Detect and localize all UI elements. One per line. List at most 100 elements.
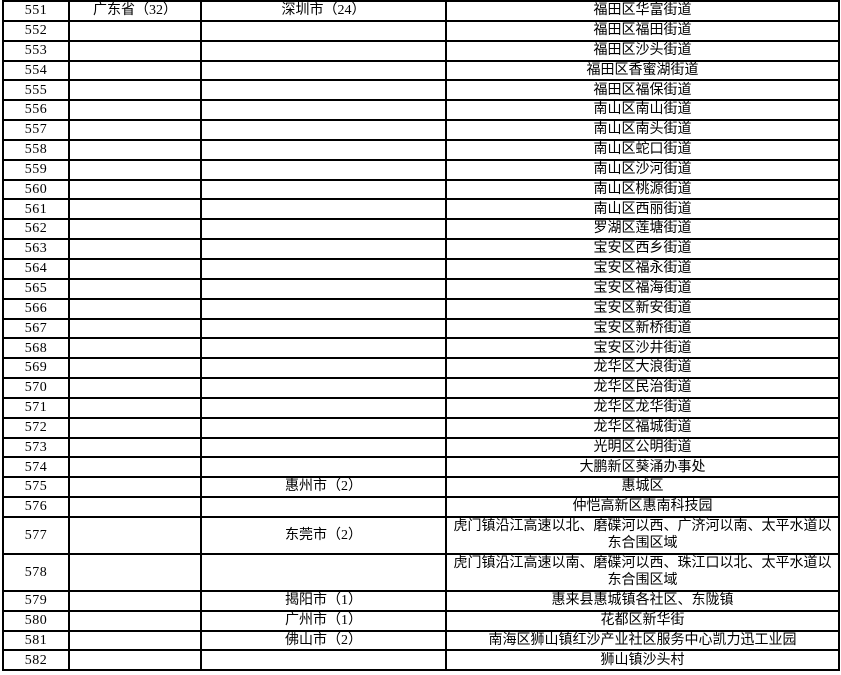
area-cell: 惠来县惠城镇各社区、东陇镇 <box>445 589 840 612</box>
area-cell: 南山区南头街道 <box>445 119 840 141</box>
area-cell: 福田区福保街道 <box>445 79 840 102</box>
province-cell <box>68 238 202 260</box>
area-cell: 南海区狮山镇红沙产业社区服务中心凯力迅工业园 <box>445 629 840 652</box>
table-row: 555 福田区福保街道 <box>2 79 840 102</box>
province-cell <box>68 649 202 672</box>
province-cell <box>68 297 202 320</box>
area-cell: 龙华区福城街道 <box>445 416 840 439</box>
province-cell <box>68 19 202 42</box>
city-cell <box>200 138 447 161</box>
area-cell: 虎门镇沿江高速以南、磨碟河以西、珠江口以北、太平水道以东合围区域 <box>445 552 840 592</box>
row-number-cell: 562 <box>2 218 70 241</box>
city-cell <box>200 357 447 380</box>
area-cell: 花都区新华街 <box>445 609 840 632</box>
table-row: 553 福田区沙头街道 <box>2 39 840 62</box>
row-number-cell: 552 <box>2 19 70 42</box>
city-cell <box>200 337 447 360</box>
province-cell <box>68 257 202 280</box>
area-cell: 福田区香蜜湖街道 <box>445 59 840 82</box>
table-row: 566 宝安区新安街道 <box>2 297 840 320</box>
city-cell <box>200 317 447 340</box>
city-cell <box>200 649 447 672</box>
area-cell: 南山区桃源街道 <box>445 178 840 201</box>
city-cell: 揭阳市（1） <box>200 589 447 612</box>
table-row: 563 宝安区西乡街道 <box>2 238 840 260</box>
city-cell: 佛山市（2） <box>200 629 447 652</box>
city-cell <box>200 79 447 102</box>
area-cell: 福田区华富街道 <box>445 0 840 22</box>
table-row: 562 罗湖区莲塘街道 <box>2 218 840 241</box>
province-cell <box>68 138 202 161</box>
table-row: 565 宝安区福海街道 <box>2 277 840 300</box>
row-number-cell: 573 <box>2 436 70 459</box>
table-row: 577 东莞市（2） 虎门镇沿江高速以北、磨碟河以西、广济河以南、太平水道以东合… <box>2 515 840 555</box>
table-row: 582 狮山镇沙头村 <box>2 649 840 672</box>
province-cell <box>68 396 202 419</box>
city-cell <box>200 456 447 479</box>
row-number-cell: 553 <box>2 39 70 62</box>
area-cell: 仲恺高新区惠南科技园 <box>445 496 840 518</box>
area-cell: 福田区沙头街道 <box>445 39 840 62</box>
row-number-cell: 559 <box>2 158 70 181</box>
city-cell <box>200 496 447 518</box>
province-cell <box>68 377 202 399</box>
table-row: 561 南山区西丽街道 <box>2 198 840 221</box>
area-cell: 龙华区大浪街道 <box>445 357 840 380</box>
area-cell: 南山区沙河街道 <box>445 158 840 181</box>
row-number-cell: 567 <box>2 317 70 340</box>
area-cell: 宝安区西乡街道 <box>445 238 840 260</box>
area-cell: 罗湖区莲塘街道 <box>445 218 840 241</box>
city-cell <box>200 416 447 439</box>
city-cell <box>200 396 447 419</box>
city-cell: 东莞市（2） <box>200 515 447 555</box>
province-cell <box>68 552 202 592</box>
row-number-cell: 557 <box>2 119 70 141</box>
table-row: 564 宝安区福永街道 <box>2 257 840 280</box>
row-number-cell: 560 <box>2 178 70 201</box>
row-number-cell: 554 <box>2 59 70 82</box>
row-number-cell: 564 <box>2 257 70 280</box>
row-number-cell: 569 <box>2 357 70 380</box>
row-number-cell: 577 <box>2 515 70 555</box>
city-cell <box>200 277 447 300</box>
table-row: 560 南山区桃源街道 <box>2 178 840 201</box>
row-number-cell: 578 <box>2 552 70 592</box>
table-row: 557 南山区南头街道 <box>2 119 840 141</box>
city-cell <box>200 19 447 42</box>
province-cell <box>68 39 202 62</box>
row-number-cell: 556 <box>2 99 70 122</box>
table-row: 581 佛山市（2） 南海区狮山镇红沙产业社区服务中心凯力迅工业园 <box>2 629 840 652</box>
area-cell: 大鹏新区葵涌办事处 <box>445 456 840 479</box>
area-cell: 狮山镇沙头村 <box>445 649 840 672</box>
table-row: 575 惠州市（2） 惠城区 <box>2 476 840 499</box>
province-cell <box>68 476 202 499</box>
province-cell <box>68 317 202 340</box>
row-number-cell: 571 <box>2 396 70 419</box>
table-row: 576 仲恺高新区惠南科技园 <box>2 496 840 518</box>
row-number-cell: 574 <box>2 456 70 479</box>
row-number-cell: 570 <box>2 377 70 399</box>
table-row: 568 宝安区沙井街道 <box>2 337 840 360</box>
table-row: 580 广州市（1） 花都区新华街 <box>2 609 840 632</box>
row-number-cell: 561 <box>2 198 70 221</box>
area-cell: 宝安区福海街道 <box>445 277 840 300</box>
province-cell <box>68 119 202 141</box>
row-number-cell: 566 <box>2 297 70 320</box>
city-cell <box>200 238 447 260</box>
row-number-cell: 558 <box>2 138 70 161</box>
city-cell: 深圳市（24） <box>200 0 447 22</box>
row-number-cell: 555 <box>2 79 70 102</box>
city-cell <box>200 257 447 280</box>
province-cell <box>68 337 202 360</box>
province-cell <box>68 436 202 459</box>
area-cell: 福田区福田街道 <box>445 19 840 42</box>
row-number-cell: 581 <box>2 629 70 652</box>
table-row: 579 揭阳市（1） 惠来县惠城镇各社区、东陇镇 <box>2 589 840 612</box>
city-cell <box>200 297 447 320</box>
row-number-cell: 580 <box>2 609 70 632</box>
area-cell: 南山区南山街道 <box>445 99 840 122</box>
city-cell <box>200 158 447 181</box>
row-number-cell: 572 <box>2 416 70 439</box>
area-cell: 龙华区民治街道 <box>445 377 840 399</box>
